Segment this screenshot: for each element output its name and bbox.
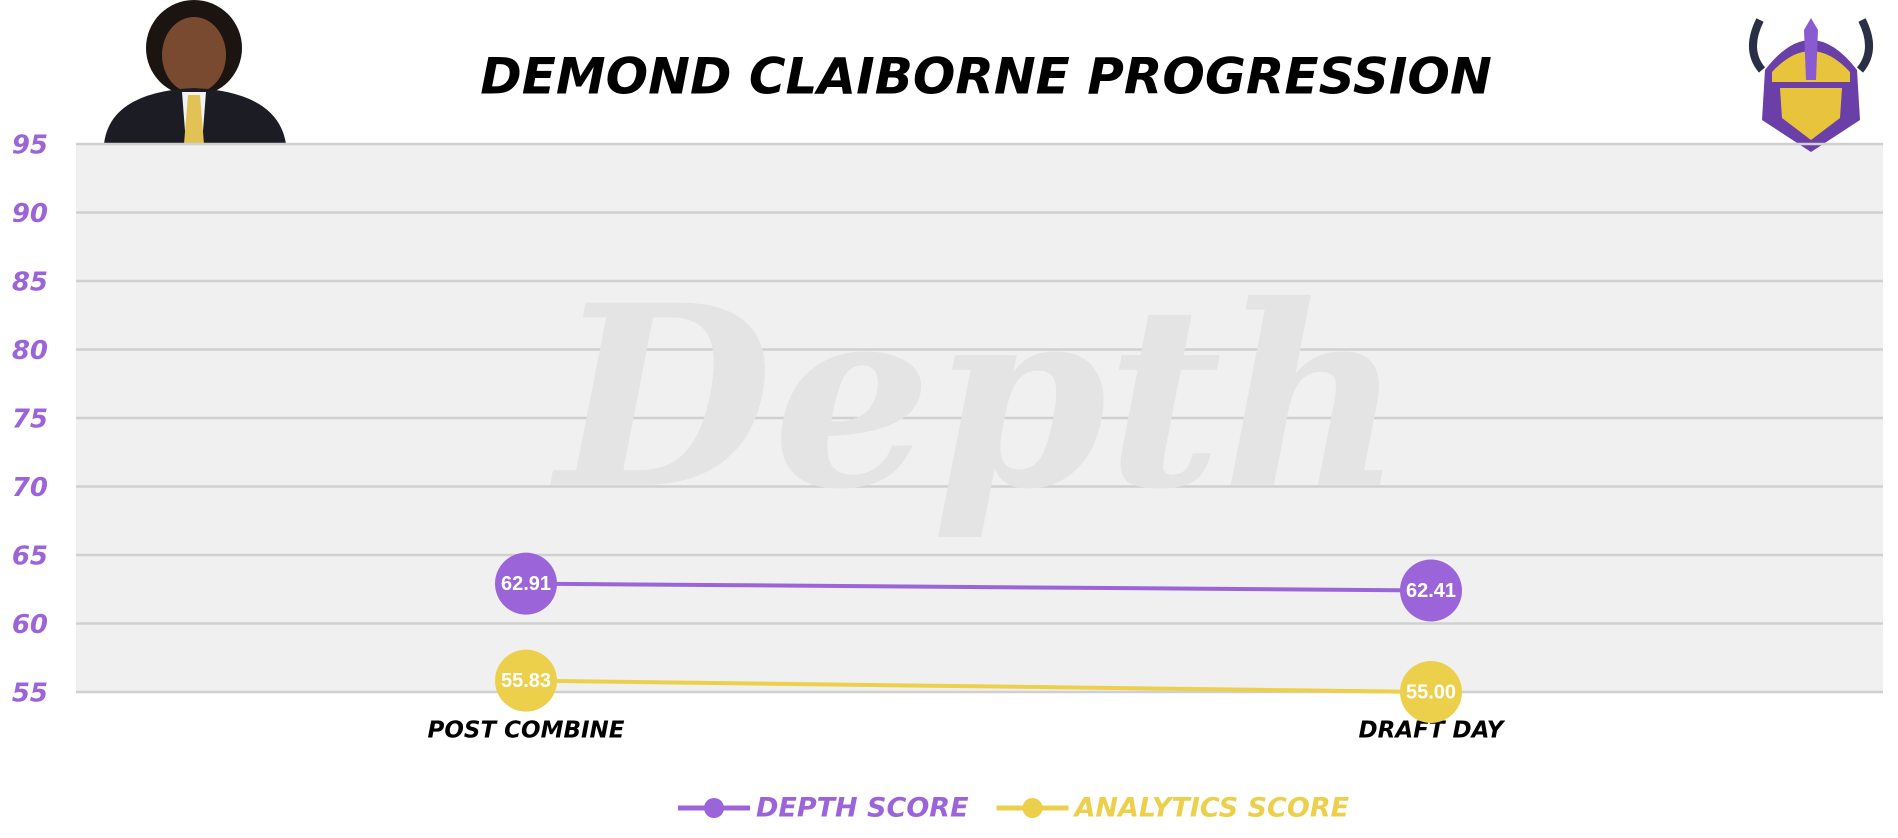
point [1400, 559, 1462, 622]
data-label: 55.00 [1406, 681, 1456, 703]
y-tick-label: 70 [12, 473, 48, 503]
legend-marker [704, 798, 724, 818]
y-tick-label: 55 [12, 679, 48, 709]
data-label: 62.91 [501, 573, 551, 595]
y-tick-label: 80 [12, 336, 48, 366]
y-tick-label: 90 [12, 199, 48, 229]
chart-title: DEMOND CLAIBORNE PROGRESSION [480, 48, 1492, 106]
x-tick-label: POST COMBINE [427, 718, 624, 744]
legend-label: DEPTH SCORE [756, 793, 969, 824]
y-tick-label: 60 [12, 610, 48, 640]
point [1400, 661, 1462, 723]
y-tick-label: 85 [12, 268, 48, 298]
player-photo [104, 0, 286, 144]
series-line [525, 581, 1432, 593]
y-tick-label: 95 [12, 131, 48, 161]
legend-label: ANALYTICS SCORE [1073, 793, 1350, 824]
data-label: 55.83 [501, 670, 551, 692]
legend-marker [1022, 798, 1043, 818]
data-label: 62.41 [1406, 580, 1456, 602]
watermark: Depth [550, 250, 1404, 544]
point [495, 552, 557, 615]
series-line [525, 678, 1432, 694]
y-tick-label: 65 [12, 542, 48, 572]
y-tick-label: 75 [12, 405, 48, 435]
team-logo [1749, 18, 1873, 152]
point [495, 649, 557, 712]
